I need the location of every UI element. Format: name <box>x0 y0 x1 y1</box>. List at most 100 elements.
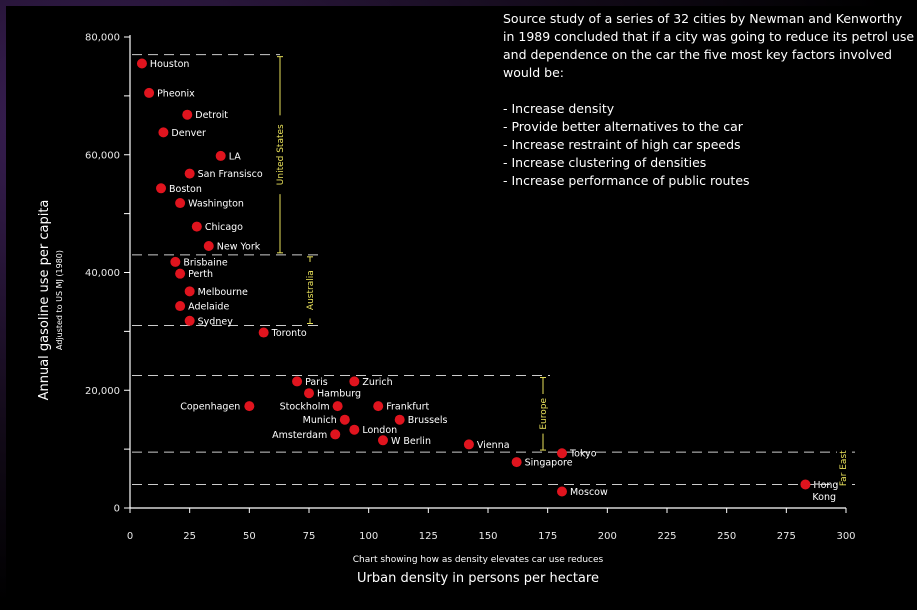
axes: 0 20,000 40,000 60,000 80,000 0 25 50 75 100 125 15… <box>85 33 856 543</box>
data-point <box>463 439 474 450</box>
data-point <box>332 401 343 412</box>
point-label: W Berlin <box>391 436 431 447</box>
point-label: Singapore <box>525 458 573 469</box>
y-tick-label: 20,000 <box>85 386 120 397</box>
point-label: Paris <box>305 377 328 388</box>
study-note: Source study of a series of 32 cities by… <box>503 10 915 190</box>
data-point <box>330 429 341 440</box>
data-point <box>304 388 314 399</box>
y-tick-label: 40,000 <box>85 268 120 279</box>
data-point <box>244 401 255 412</box>
data-point <box>175 301 186 312</box>
data-point <box>292 376 303 387</box>
data-point <box>182 109 193 120</box>
data-point <box>175 268 186 279</box>
point-label: Houston <box>150 59 189 70</box>
x-tick-label: 150 <box>478 531 497 542</box>
region-label: Far East <box>839 450 849 486</box>
key-factor-item: - Increase clustering of densities <box>503 155 707 170</box>
region-label-bg <box>274 115 286 195</box>
region-label-bg <box>837 442 849 494</box>
point-label: Brisbaine <box>183 257 228 268</box>
y-axis-subtitle: Adjusted to US MJ (1980) <box>55 250 64 350</box>
point-label: Pheonix <box>157 88 195 99</box>
x-tick-label: 300 <box>836 531 855 542</box>
x-tick-label: 100 <box>359 531 378 542</box>
chart-subtitle: Chart showing how as density elevates ca… <box>353 555 604 565</box>
data-point <box>158 127 169 138</box>
point-label: Melbourne <box>198 287 248 298</box>
data-point <box>191 221 202 232</box>
point-label: Vienna <box>477 440 510 451</box>
data-point <box>175 198 186 209</box>
point-label: Zurich <box>362 377 392 388</box>
data-point <box>215 150 226 161</box>
region-label-bg <box>537 394 549 434</box>
point-label: LA <box>229 151 242 162</box>
y-axis-title: Annual gasoline use per capita <box>37 200 52 401</box>
region-label: Australia <box>306 270 316 310</box>
point-label: Moscow <box>570 487 608 498</box>
key-factor-item: - Provide better alternatives to the car <box>503 119 743 134</box>
point-label: Sydney <box>198 316 234 327</box>
x-tick-label: 275 <box>777 531 796 542</box>
data-point <box>556 448 567 459</box>
data-point <box>184 168 195 179</box>
point-label: Munich <box>303 415 337 426</box>
data-point <box>184 286 195 297</box>
point-label: Boston <box>169 184 202 195</box>
point-label: Toronto <box>271 328 307 339</box>
key-factors-list: - Increase density - Provide better alte… <box>503 100 915 190</box>
data-point <box>377 435 388 446</box>
y-tick-label: 80,000 <box>85 33 120 44</box>
chart-panel <box>6 6 911 604</box>
key-factor-item: - Increase performance of public routes <box>503 173 750 188</box>
x-tick-label: 225 <box>657 531 676 542</box>
x-tick-label: 200 <box>598 531 617 542</box>
point-label: Copenhagen <box>180 402 240 413</box>
point-label: Washington <box>188 199 244 210</box>
data-point <box>556 486 567 497</box>
region-label-bg <box>304 261 316 319</box>
data-point <box>339 414 350 425</box>
y-tick-label: 0 <box>114 504 120 515</box>
data-point <box>511 457 522 468</box>
key-factor-item: - Increase restraint of high car speeds <box>503 137 741 152</box>
x-tick-label: 50 <box>243 531 256 542</box>
point-label: Adelaide <box>188 302 229 313</box>
data-point <box>258 327 269 338</box>
key-factor-item: - Increase density <box>503 101 615 116</box>
data-point <box>800 479 811 490</box>
data-point <box>373 401 384 412</box>
point-label: Hamburg <box>317 389 361 400</box>
region-brackets: United States Australia Europe Far East <box>274 56 849 494</box>
data-point <box>349 376 360 387</box>
point-label: Tokyo <box>569 449 597 460</box>
x-tick-label: 75 <box>303 531 316 542</box>
x-tick-label: 25 <box>183 531 196 542</box>
data-point <box>136 58 147 69</box>
x-tick-label: 125 <box>419 531 438 542</box>
data-point <box>184 315 195 326</box>
data-point <box>144 87 155 98</box>
point-label: Chicago <box>205 222 243 233</box>
x-tick-label: 175 <box>538 531 557 542</box>
point-label: Stockholm <box>280 402 330 413</box>
point-label: London <box>362 425 397 436</box>
region-dividers <box>132 54 855 485</box>
data-point <box>170 256 181 267</box>
point-label: San Fransisco <box>198 169 263 180</box>
point-label: Hong Kong <box>812 480 838 503</box>
region-label: United States <box>276 124 286 185</box>
data-point <box>203 241 214 252</box>
y-tick-label: 60,000 <box>85 150 120 161</box>
x-axis-title: Urban density in persons per hectare <box>357 571 599 586</box>
region-label: Europe <box>539 398 549 430</box>
point-label: Brussels <box>408 415 448 426</box>
point-label: Amsterdam <box>272 430 327 441</box>
point-label: Perth <box>188 269 213 280</box>
point-label: Frankfurt <box>386 402 429 413</box>
